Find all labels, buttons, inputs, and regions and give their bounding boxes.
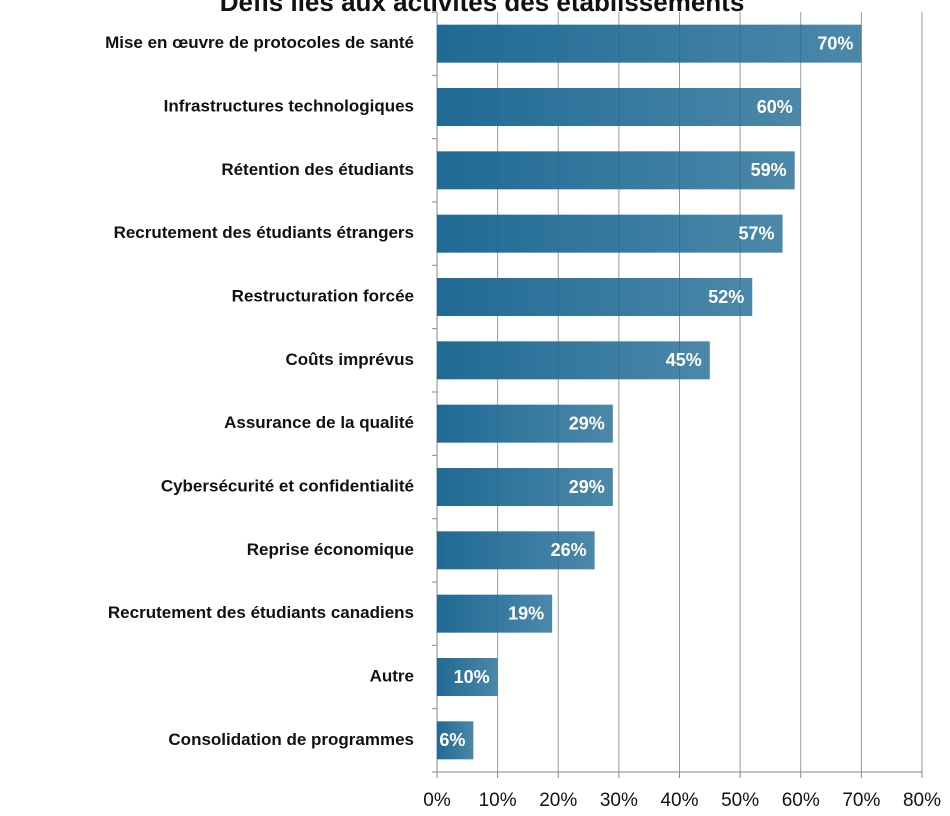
value-label: 29% xyxy=(569,477,605,497)
chart-title: Défis liés aux activités des établisseme… xyxy=(220,0,745,17)
y-tick-label: Coûts imprévus xyxy=(286,350,414,369)
bar xyxy=(437,278,753,316)
value-label: 29% xyxy=(569,413,605,433)
value-label: 57% xyxy=(739,223,775,243)
x-tick-label: 0% xyxy=(423,790,451,811)
bar xyxy=(437,404,613,443)
y-tick-label: Recrutement des étudiants canadiens xyxy=(108,603,414,622)
y-tick-label: Assurance de la qualité xyxy=(224,413,414,432)
y-tick-label: Infrastructures technologiques xyxy=(164,96,414,115)
y-tick-label: Reprise économique xyxy=(247,540,414,559)
value-label: 70% xyxy=(817,33,853,53)
y-tick-label: Mise en œuvre de protocoles de santé xyxy=(105,33,414,52)
value-label: 10% xyxy=(454,667,490,687)
bar xyxy=(437,531,595,570)
bar xyxy=(437,468,613,506)
x-tick-label: 80% xyxy=(903,790,941,811)
bar xyxy=(437,24,862,63)
x-tick-label: 30% xyxy=(600,790,638,811)
value-label: 59% xyxy=(751,160,787,180)
bar xyxy=(437,658,498,696)
bar xyxy=(437,214,783,253)
bar xyxy=(437,88,801,126)
value-label: 19% xyxy=(508,603,544,623)
x-tick-label: 40% xyxy=(660,790,698,811)
value-label: 6% xyxy=(439,730,465,750)
y-tick-label: Restructuration forcée xyxy=(232,286,414,305)
value-label: 60% xyxy=(757,97,793,117)
bar xyxy=(437,341,710,380)
y-tick-label: Rétention des étudiants xyxy=(221,160,414,179)
x-tick-label: 20% xyxy=(539,790,577,811)
y-tick-label: Consolidation de programmes xyxy=(168,730,414,749)
bar xyxy=(437,721,474,760)
x-tick-label: 60% xyxy=(782,790,820,811)
y-tick-label: Cybersécurité et confidentialité xyxy=(161,476,414,495)
x-tick-label: 70% xyxy=(842,790,880,811)
value-label: 45% xyxy=(666,350,702,370)
value-label: 26% xyxy=(551,540,587,560)
bar xyxy=(437,151,795,190)
x-tick-label: 10% xyxy=(479,790,517,811)
bar xyxy=(437,594,553,633)
value-label: 52% xyxy=(708,287,744,307)
x-tick-label: 50% xyxy=(721,790,759,811)
y-tick-label: Autre xyxy=(370,666,414,685)
y-tick-label: Recrutement des étudiants étrangers xyxy=(114,223,414,242)
